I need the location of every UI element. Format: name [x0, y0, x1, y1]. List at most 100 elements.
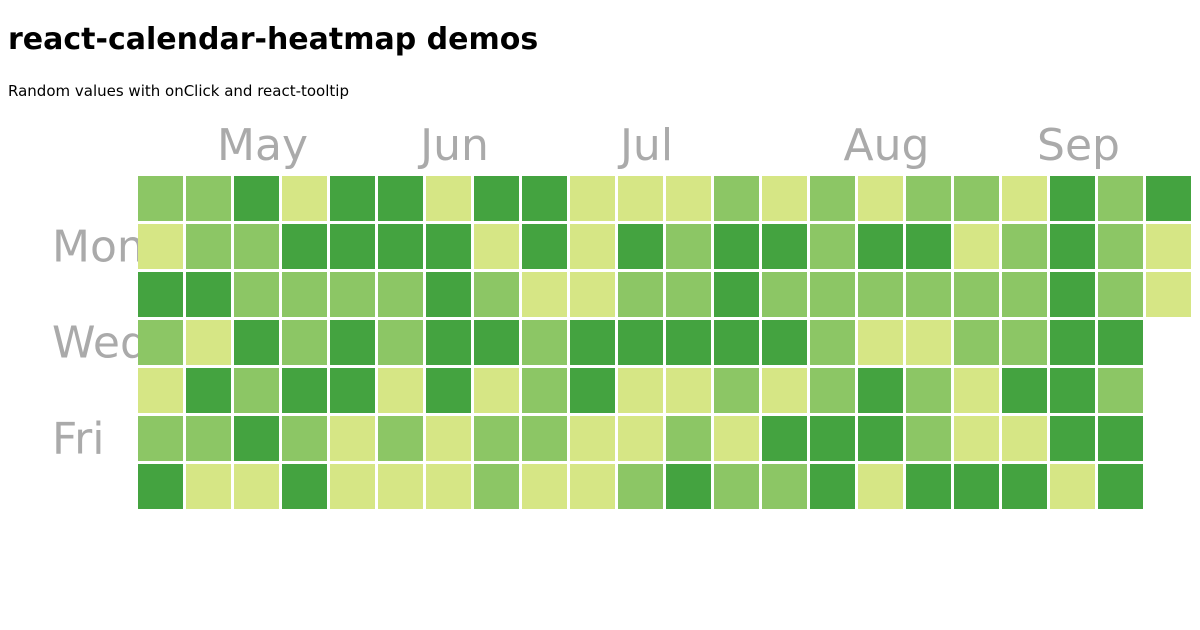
heatmap-day-cell[interactable]: [378, 272, 423, 317]
heatmap-day-cell[interactable]: [234, 464, 279, 509]
heatmap-day-cell[interactable]: [186, 320, 231, 365]
heatmap-day-cell[interactable]: [618, 224, 663, 269]
heatmap-day-cell[interactable]: [1050, 272, 1095, 317]
heatmap-day-cell[interactable]: [474, 464, 519, 509]
heatmap-day-cell[interactable]: [762, 224, 807, 269]
heatmap-day-cell[interactable]: [330, 320, 375, 365]
heatmap-day-cell[interactable]: [282, 320, 327, 365]
heatmap-day-cell[interactable]: [330, 224, 375, 269]
heatmap-day-cell[interactable]: [234, 272, 279, 317]
heatmap-day-cell[interactable]: [234, 416, 279, 461]
heatmap-day-cell[interactable]: [858, 224, 903, 269]
heatmap-day-cell[interactable]: [858, 272, 903, 317]
heatmap-day-cell[interactable]: [426, 320, 471, 365]
heatmap-day-cell[interactable]: [1050, 416, 1095, 461]
heatmap-day-cell[interactable]: [1098, 176, 1143, 221]
heatmap-day-cell[interactable]: [522, 464, 567, 509]
heatmap-day-cell[interactable]: [666, 320, 711, 365]
heatmap-day-cell[interactable]: [906, 464, 951, 509]
heatmap-day-cell[interactable]: [762, 416, 807, 461]
heatmap-day-cell[interactable]: [666, 272, 711, 317]
heatmap-day-cell[interactable]: [858, 416, 903, 461]
heatmap-day-cell[interactable]: [474, 368, 519, 413]
heatmap-day-cell[interactable]: [762, 176, 807, 221]
heatmap-day-cell[interactable]: [714, 320, 759, 365]
heatmap-day-cell[interactable]: [714, 368, 759, 413]
heatmap-day-cell[interactable]: [426, 368, 471, 413]
heatmap-day-cell[interactable]: [810, 464, 855, 509]
heatmap-day-cell[interactable]: [714, 272, 759, 317]
heatmap-day-cell[interactable]: [714, 176, 759, 221]
heatmap-day-cell[interactable]: [1002, 320, 1047, 365]
heatmap-day-cell[interactable]: [570, 224, 615, 269]
heatmap-day-cell[interactable]: [810, 416, 855, 461]
heatmap-day-cell[interactable]: [1098, 368, 1143, 413]
heatmap-day-cell[interactable]: [1050, 464, 1095, 509]
heatmap-day-cell[interactable]: [1002, 176, 1047, 221]
heatmap-day-cell[interactable]: [666, 416, 711, 461]
heatmap-day-cell[interactable]: [282, 416, 327, 461]
heatmap-day-cell[interactable]: [282, 272, 327, 317]
heatmap-day-cell[interactable]: [906, 320, 951, 365]
heatmap-day-cell[interactable]: [330, 464, 375, 509]
heatmap-day-cell[interactable]: [666, 464, 711, 509]
heatmap-day-cell[interactable]: [570, 416, 615, 461]
heatmap-day-cell[interactable]: [474, 272, 519, 317]
heatmap-day-cell[interactable]: [522, 368, 567, 413]
heatmap-day-cell[interactable]: [810, 320, 855, 365]
heatmap-day-cell[interactable]: [138, 320, 183, 365]
heatmap-day-cell[interactable]: [234, 176, 279, 221]
heatmap-day-cell[interactable]: [762, 320, 807, 365]
heatmap-day-cell[interactable]: [186, 272, 231, 317]
heatmap-day-cell[interactable]: [762, 464, 807, 509]
heatmap-day-cell[interactable]: [618, 368, 663, 413]
heatmap-day-cell[interactable]: [1098, 320, 1143, 365]
heatmap-day-cell[interactable]: [954, 464, 999, 509]
heatmap-day-cell[interactable]: [666, 176, 711, 221]
heatmap-day-cell[interactable]: [1050, 368, 1095, 413]
heatmap-day-cell[interactable]: [1002, 224, 1047, 269]
heatmap-day-cell[interactable]: [186, 224, 231, 269]
heatmap-day-cell[interactable]: [282, 368, 327, 413]
heatmap-day-cell[interactable]: [954, 176, 999, 221]
heatmap-day-cell[interactable]: [1146, 272, 1191, 317]
heatmap-day-cell[interactable]: [138, 464, 183, 509]
heatmap-day-cell[interactable]: [474, 224, 519, 269]
heatmap-day-cell[interactable]: [330, 416, 375, 461]
heatmap-day-cell[interactable]: [762, 368, 807, 413]
heatmap-day-cell[interactable]: [810, 368, 855, 413]
heatmap-day-cell[interactable]: [138, 368, 183, 413]
heatmap-day-cell[interactable]: [906, 176, 951, 221]
heatmap-day-cell[interactable]: [1002, 464, 1047, 509]
heatmap-day-cell[interactable]: [474, 176, 519, 221]
heatmap-day-cell[interactable]: [906, 224, 951, 269]
heatmap-day-cell[interactable]: [714, 416, 759, 461]
heatmap-day-cell[interactable]: [378, 176, 423, 221]
heatmap-day-cell[interactable]: [186, 368, 231, 413]
heatmap-day-cell[interactable]: [138, 224, 183, 269]
heatmap-day-cell[interactable]: [426, 416, 471, 461]
heatmap-day-cell[interactable]: [618, 272, 663, 317]
heatmap-day-cell[interactable]: [570, 368, 615, 413]
heatmap-day-cell[interactable]: [378, 224, 423, 269]
heatmap-day-cell[interactable]: [330, 176, 375, 221]
heatmap-day-cell[interactable]: [810, 176, 855, 221]
heatmap-day-cell[interactable]: [474, 416, 519, 461]
heatmap-day-cell[interactable]: [1098, 224, 1143, 269]
heatmap-day-cell[interactable]: [570, 464, 615, 509]
heatmap-day-cell[interactable]: [810, 224, 855, 269]
heatmap-day-cell[interactable]: [426, 272, 471, 317]
heatmap-day-cell[interactable]: [570, 272, 615, 317]
heatmap-day-cell[interactable]: [522, 224, 567, 269]
heatmap-day-cell[interactable]: [906, 416, 951, 461]
heatmap-day-cell[interactable]: [138, 176, 183, 221]
heatmap-day-cell[interactable]: [1050, 176, 1095, 221]
heatmap-day-cell[interactable]: [1098, 416, 1143, 461]
heatmap-day-cell[interactable]: [906, 368, 951, 413]
heatmap-day-cell[interactable]: [618, 320, 663, 365]
heatmap-day-cell[interactable]: [858, 368, 903, 413]
heatmap-day-cell[interactable]: [426, 176, 471, 221]
heatmap-day-cell[interactable]: [762, 272, 807, 317]
heatmap-day-cell[interactable]: [186, 416, 231, 461]
heatmap-day-cell[interactable]: [378, 464, 423, 509]
